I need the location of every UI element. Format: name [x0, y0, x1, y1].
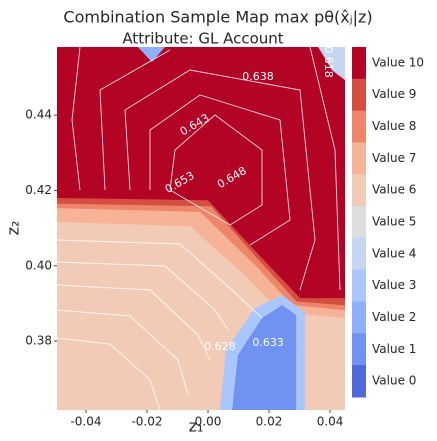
contour-label: 0.638	[242, 70, 274, 83]
contour-label: 0.618	[322, 46, 335, 78]
x-tick-label: -0.02	[131, 415, 162, 429]
x-axis-label: z₁	[189, 417, 204, 436]
contour-region	[232, 304, 297, 410]
plot-area	[57, 47, 345, 410]
colorbar-swatch	[352, 78, 366, 112]
colorbar-swatch	[352, 174, 366, 207]
colorbar-swatch	[352, 301, 366, 334]
contour-line	[99, 49, 171, 191]
colorbar-swatch	[352, 110, 366, 143]
contour-label: 0.628	[204, 340, 236, 353]
contour-line	[309, 46, 341, 291]
contour-line	[56, 261, 229, 331]
colorbar-label: Value 5	[372, 215, 416, 229]
y-axis-label: z₂	[4, 221, 23, 236]
colorbar-swatch	[352, 237, 366, 271]
colorbar-label: Value 7	[372, 151, 416, 165]
x-tick-label: -0.04	[70, 415, 101, 429]
colorbar-label: Value 0	[372, 374, 416, 388]
y-tick-label: 0.44	[25, 108, 52, 122]
x-tick-label: 0.04	[317, 415, 344, 429]
colorbar-label: Value 4	[372, 246, 416, 260]
y-tick-label: 0.40	[25, 258, 52, 272]
x-tick-label: 0.02	[256, 415, 283, 429]
y-tick-label: 0.38	[25, 334, 52, 348]
contour-line	[56, 337, 161, 411]
colorbar-label: Value 8	[372, 119, 416, 133]
colorbar-swatch	[352, 365, 366, 398]
chart-title: Combination Sample Map max pθ(x̂ⱼ|z)	[63, 8, 372, 27]
contour-line	[56, 284, 211, 361]
colorbar-label: Value 3	[372, 278, 416, 292]
y-tick-label: 0.42	[25, 183, 52, 197]
colorbar-label: Value 2	[372, 310, 416, 324]
contour-region	[57, 47, 345, 299]
contour-line	[56, 239, 263, 319]
colorbar-swatch	[352, 269, 366, 303]
colorbar-label: Value 10	[372, 55, 424, 69]
chart-subtitle: Attribute: GL Account	[122, 30, 283, 48]
contour-line	[124, 69, 316, 291]
contour-label: 0.633	[252, 336, 284, 349]
contour-line	[56, 309, 189, 396]
colorbar-label: Value 9	[372, 87, 416, 101]
colorbar-swatch	[352, 206, 366, 239]
colorbar-label: Value 1	[372, 342, 416, 356]
colorbar-swatch	[352, 333, 366, 366]
contour-lines	[56, 46, 341, 411]
x-tick-label: 0.00	[195, 415, 222, 429]
contour-line	[169, 114, 263, 226]
contour-line	[149, 94, 291, 246]
contour-region	[318, 47, 345, 81]
colorbar-label: Value 6	[372, 183, 416, 197]
colorbar-swatch	[352, 142, 366, 175]
colorbar-swatch	[352, 47, 366, 80]
contour-region	[137, 47, 165, 63]
contour-line	[71, 46, 81, 191]
